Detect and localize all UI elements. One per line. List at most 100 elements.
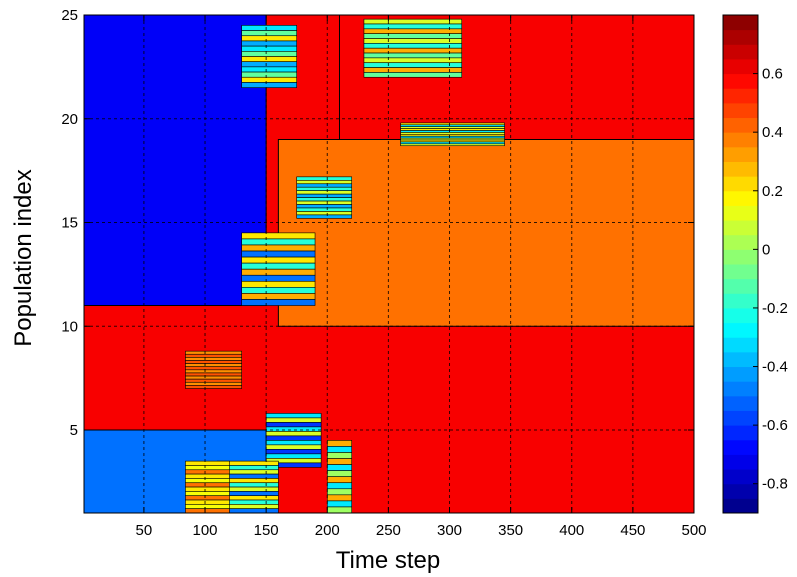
colorbar-swatch [723,425,758,441]
colorbar-swatch [723,132,758,148]
heatmap-texture-band [185,378,242,383]
heatmap-texture-band [241,56,298,62]
x-tick-label: 200 [315,522,340,539]
x-tick-label: 50 [136,522,153,539]
heatmap-texture-band [241,45,298,52]
heatmap-texture-band [185,357,242,361]
heatmap-texture-band [326,506,353,513]
colorbar-swatch [723,410,758,426]
heatmap-texture-band [265,440,322,446]
heatmap-texture-band [326,494,353,502]
colorbar-tick-label: 0.4 [762,124,783,141]
heatmap-texture-band [185,499,230,505]
heatmap-texture-band [296,200,353,205]
colorbar-frame [722,14,759,514]
heatmap-texture-band [296,186,353,191]
heatmap-texture-band [241,25,298,31]
colorbar-swatch [723,15,758,31]
heatmap-texture-band [185,353,242,358]
heatmap-texture-band [265,444,322,450]
heatmap-texture-band [265,413,322,419]
heatmap-texture-band [185,375,242,380]
heatmap-texture-band [241,244,316,252]
heatmap-texture-band [363,38,463,44]
colorbar-swatch [723,117,758,133]
heatmap-texture-band [326,464,353,471]
heatmap-texture-band [241,280,316,288]
heatmap-texture-band [363,43,463,49]
heatmap-texture-band [326,446,353,453]
colorbar-swatch [723,307,758,324]
heatmap-texture-band [185,363,242,368]
colorbar: -0.8 -0.6 -0.4 -0.2 0 0.2 0.4 0.6 [722,14,788,514]
colorbar-swatch [723,454,758,470]
heatmap-texture-band [296,214,353,219]
heatmap-texture-band [185,482,230,488]
heatmap-texture-band [400,143,505,147]
heatmap-texture-band [185,460,230,466]
heatmap-texture-band [241,51,298,57]
heatmap-texture-band [241,274,316,282]
x-tick-label: 250 [376,522,401,539]
colorbar-tick-label: 0.6 [762,66,783,83]
colorbar-swatch [723,381,758,397]
x-axis-label: Time step [336,547,440,574]
heatmap-texture-band [241,232,316,240]
heatmap-texture-band [241,287,316,294]
y-tick-label: 5 [70,422,78,439]
heatmap-texture-band [185,381,242,386]
colorbar-swatch [723,44,758,60]
x-tick-label: 150 [254,522,279,539]
heatmap-texture-band [265,426,322,432]
heatmap-plot-area [84,15,694,513]
heatmap-texture-band [185,478,230,484]
heatmap-texture-band [296,193,353,198]
heatmap-texture-band [265,422,322,428]
heatmap-texture-band [296,176,353,181]
x-tick-label: 350 [498,522,523,539]
heatmap-texture-band [185,369,242,374]
heatmap-texture-band [296,204,353,209]
y-axis-label: Population index [10,169,37,346]
heatmap-texture-band [326,500,353,508]
heatmap-texture-band [241,238,316,246]
heatmap-texture-band [185,360,242,364]
heatmap-texture-band [296,197,353,202]
heatmap-texture-band [296,190,353,195]
colorbar-swatch [723,234,758,250]
colorbar-swatch [723,146,758,162]
heatmap-texture-band [185,473,230,479]
heatmap-texture-band [185,385,242,389]
heatmap-texture-band [296,207,353,212]
heatmap-texture-band [241,299,316,306]
colorbar-swatch [723,322,758,338]
heatmap-texture-band [363,72,463,78]
colorbar-swatch [723,58,758,75]
colorbar-swatch [723,205,758,221]
colorbar-tick-label: 0 [762,241,770,258]
colorbar-swatch [723,366,758,382]
colorbar-swatch [723,278,758,294]
heatmap-texture-band [241,35,298,42]
heatmap-texture-band [185,495,230,501]
heatmap-texture-band [326,488,353,496]
heatmap-texture-band [363,47,463,54]
heatmap-texture-band [241,66,298,73]
heatmap-texture-band [326,440,353,447]
heatmap-texture-band [241,30,298,37]
heatmap-texture-band [185,372,242,377]
heatmap-texture-band [326,476,353,484]
heatmap-texture-band [241,61,298,68]
colorbar-swatch [723,483,758,499]
heatmap-texture-band [363,33,463,39]
y-tick-label: 10 [61,318,78,335]
colorbar-swatch [723,73,758,89]
heatmap-texture-band [363,28,463,34]
colorbar-swatch [723,264,758,280]
heatmap-texture-band [185,350,242,355]
y-tick-label: 25 [61,7,78,24]
colorbar-swatch [723,176,758,192]
heatmap-texture-band [241,82,298,88]
heatmap-texture-band [326,452,353,459]
